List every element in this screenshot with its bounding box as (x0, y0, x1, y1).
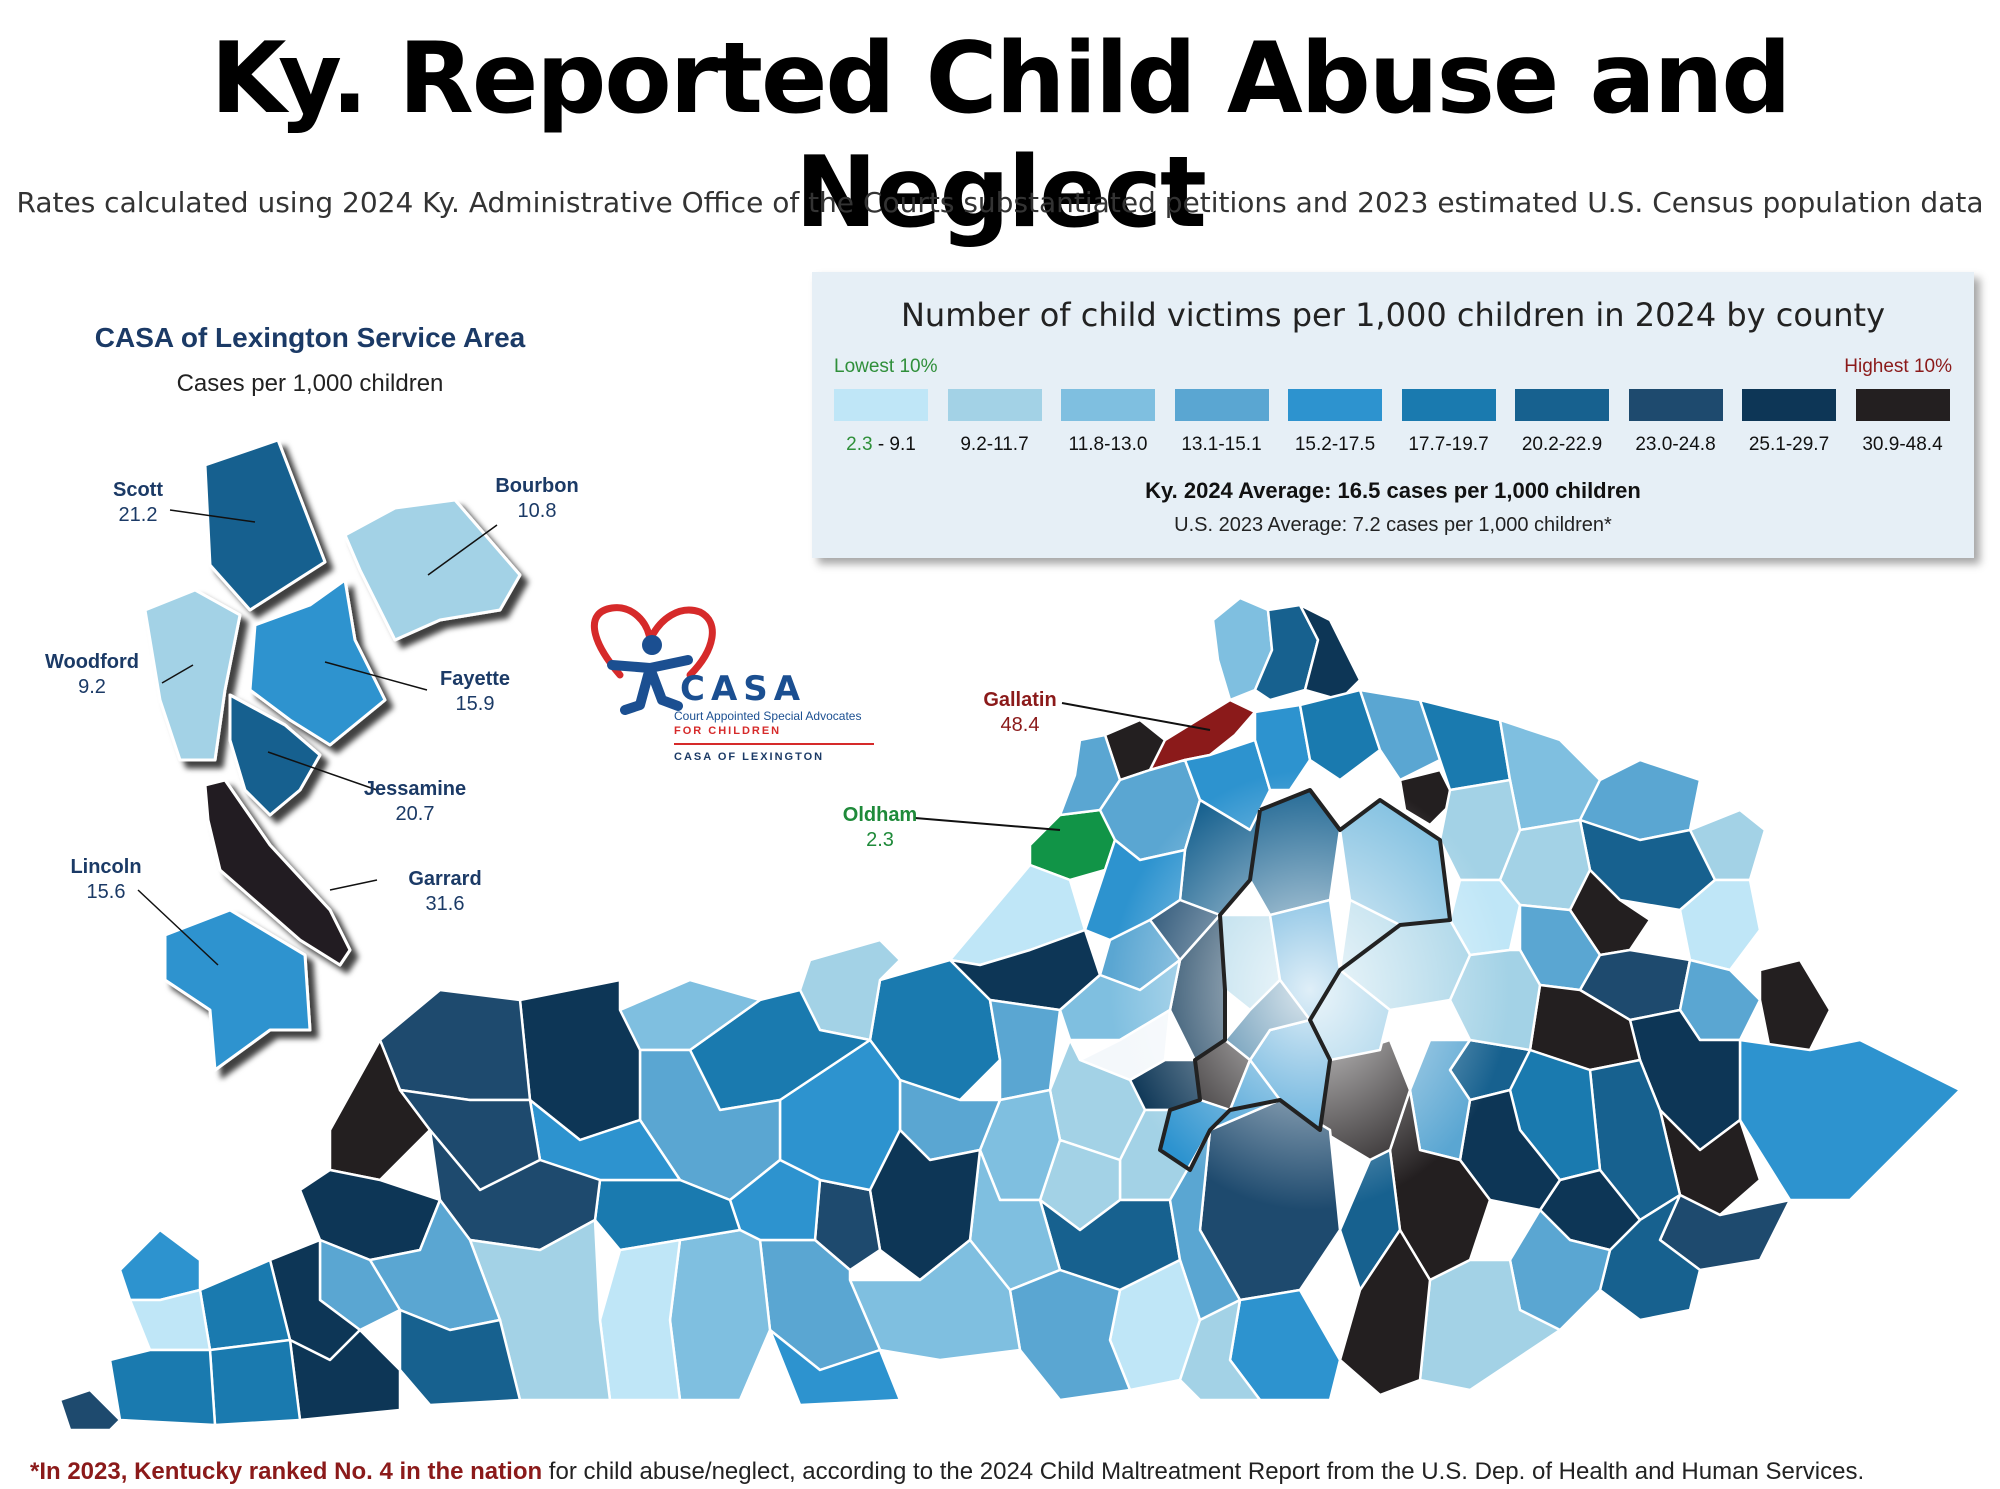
legend-swatch-label-5: 15.2-17.5 (1294, 434, 1376, 455)
inset-title: CASA of Lexington Service Area (94, 322, 526, 353)
county-todd (598, 1238, 682, 1402)
county-ballard (118, 1228, 202, 1302)
inset-county-scott (203, 438, 327, 612)
legend-swatch-6 (1401, 389, 1496, 421)
legend-swatch-8 (1628, 389, 1723, 421)
county-graves (208, 1338, 302, 1427)
footnote: *In 2023, Kentucky ranked No. 4 in the n… (30, 1458, 1980, 1486)
county-fulton (58, 1388, 122, 1432)
legend-swatch-label-10: 30.9-48.4 (1862, 434, 1943, 455)
label-scott: Scott 21.2 (98, 478, 178, 528)
label-garrard: Garrard 31.6 (390, 867, 500, 917)
label-garrard-name: Garrard (408, 868, 482, 890)
label-woodford-value: 9.2 (78, 676, 106, 698)
casa-logo-fullname: Court Appointed Special Advocates (674, 709, 862, 723)
ky-average: Ky. 2024 Average: 16.5 cases per 1,000 c… (1145, 478, 1641, 503)
us-average: U.S. 2023 Average: 7.2 cases per 1,000 c… (1174, 514, 1612, 536)
casa-logo-mark (590, 604, 716, 715)
label-jessamine-name: Jessamine (363, 778, 467, 800)
legend-swatch-10 (1855, 389, 1950, 421)
callout-oldham-value: 2.3 (866, 829, 894, 851)
county-pike-north (1758, 958, 1832, 1052)
inset-county-woodford (143, 588, 242, 762)
legend-panel: Number of child victims per 1,000 childr… (812, 272, 1974, 558)
county-henderson (378, 988, 532, 1102)
legend-swatch-1 (834, 389, 928, 421)
callout-oldham: Oldham 2.3 (825, 803, 935, 853)
inset-leader-lines (137, 509, 498, 966)
legend-highest-label: Highest 10% (1844, 356, 1952, 377)
county-pike (1738, 1038, 1962, 1202)
label-jessamine: Jessamine 20.7 (350, 777, 480, 827)
callout-gallatin-value: 48.4 (1000, 714, 1040, 736)
county-bracken (1358, 688, 1442, 782)
label-garrard-value: 31.6 (425, 893, 465, 915)
label-fayette-value: 15.9 (455, 693, 495, 715)
legend-swatch-5 (1288, 389, 1382, 421)
label-bourbon-name: Bourbon (495, 475, 579, 497)
legend-swatch-label-3: 11.8-13.0 (1068, 434, 1148, 455)
casa-logo-divider (674, 743, 874, 745)
label-woodford: Woodford 9.2 (32, 650, 152, 700)
label-woodford-name: Woodford (44, 651, 140, 673)
legend-swatch-label-2: 9.2-11.7 (960, 434, 1029, 455)
casa-logo-word: CASA (680, 669, 807, 709)
page-subtitle: Rates calculated using 2024 Ky. Administ… (16, 186, 1984, 219)
label-lincoln: Lincoln 15.6 (56, 855, 156, 905)
casa-logo: CASA Court Appointed Special Advocates F… (590, 605, 890, 775)
legend-swatch-label-6: 17.7-19.7 (1408, 434, 1489, 455)
label-lincoln-name: Lincoln (70, 856, 142, 878)
label-bourbon-value: 10.8 (517, 500, 557, 522)
casa-logo-for-children: FOR CHILDREN (674, 725, 782, 737)
legend-swatch-9 (1742, 389, 1836, 421)
legend-swatch-label-4: 13.1-15.1 (1181, 434, 1262, 455)
callout-gallatin: Gallatin 48.4 (965, 688, 1075, 738)
inset-county-garrard (203, 778, 352, 967)
label-fayette: Fayette 15.9 (420, 667, 530, 717)
legend-lowest-label: Lowest 10% (834, 356, 938, 377)
legend-heading: Number of child victims per 1,000 childr… (900, 296, 1885, 334)
county-logan (668, 1228, 772, 1402)
county-whitley (1418, 1258, 1562, 1392)
label-scott-value: 21.2 (118, 504, 158, 526)
county-muhlenberg (593, 1178, 742, 1252)
inset-county-fayette (248, 578, 387, 747)
label-lincoln-value: 15.6 (86, 881, 126, 903)
footnote-highlight: *In 2023, Kentucky ranked No. 4 in the n… (30, 1458, 543, 1485)
county-simpson (768, 1328, 902, 1407)
legend-swatch-2 (947, 389, 1042, 421)
casa-logo-chapter: CASA OF LEXINGTON (674, 751, 825, 763)
county-carlisle (128, 1288, 212, 1352)
legend-swatch-label-9: 25.1-29.7 (1748, 434, 1830, 455)
county-pendleton (1298, 688, 1382, 782)
county-allen (848, 1238, 1022, 1362)
label-jessamine-value: 20.7 (395, 803, 435, 825)
legend-low-value: 2.3 (846, 434, 873, 455)
callout-gallatin-name: Gallatin (983, 689, 1057, 711)
footnote-rest: for child abuse/neglect, according to th… (542, 1458, 1865, 1485)
callout-oldham-name: Oldham (842, 804, 918, 826)
inset-county-lincoln (163, 908, 312, 1072)
legend-swatch-label-1: 2.3 - 9.1 (824, 434, 938, 456)
label-scott-name: Scott (113, 479, 163, 501)
county-larue (988, 998, 1062, 1102)
callout-leaders (914, 702, 1211, 831)
county-clinton (1178, 1298, 1262, 1402)
legend-swatch-label-8: 23.0-24.8 (1635, 434, 1716, 455)
inset-subtitle: Cases per 1,000 children (176, 370, 444, 397)
inset-county-bourbon (343, 498, 522, 642)
legend-swatch-7 (1515, 389, 1609, 421)
label-fayette-name: Fayette (439, 668, 511, 690)
county-hickman (108, 1348, 217, 1427)
legend-low-range-end: - 9.1 (872, 434, 916, 455)
legend-swatch-4 (1174, 389, 1269, 421)
legend-swatch-label-7: 20.2-22.9 (1521, 434, 1603, 455)
legend-swatch-3 (1061, 389, 1155, 421)
county-monroe (1008, 1268, 1132, 1402)
label-bourbon: Bourbon 10.8 (482, 474, 592, 524)
inset-map (143, 438, 522, 1072)
page-title: Ky. Reported Child Abuse and Neglect (210, 22, 1791, 250)
service-area-highlight (1110, 770, 1510, 1210)
